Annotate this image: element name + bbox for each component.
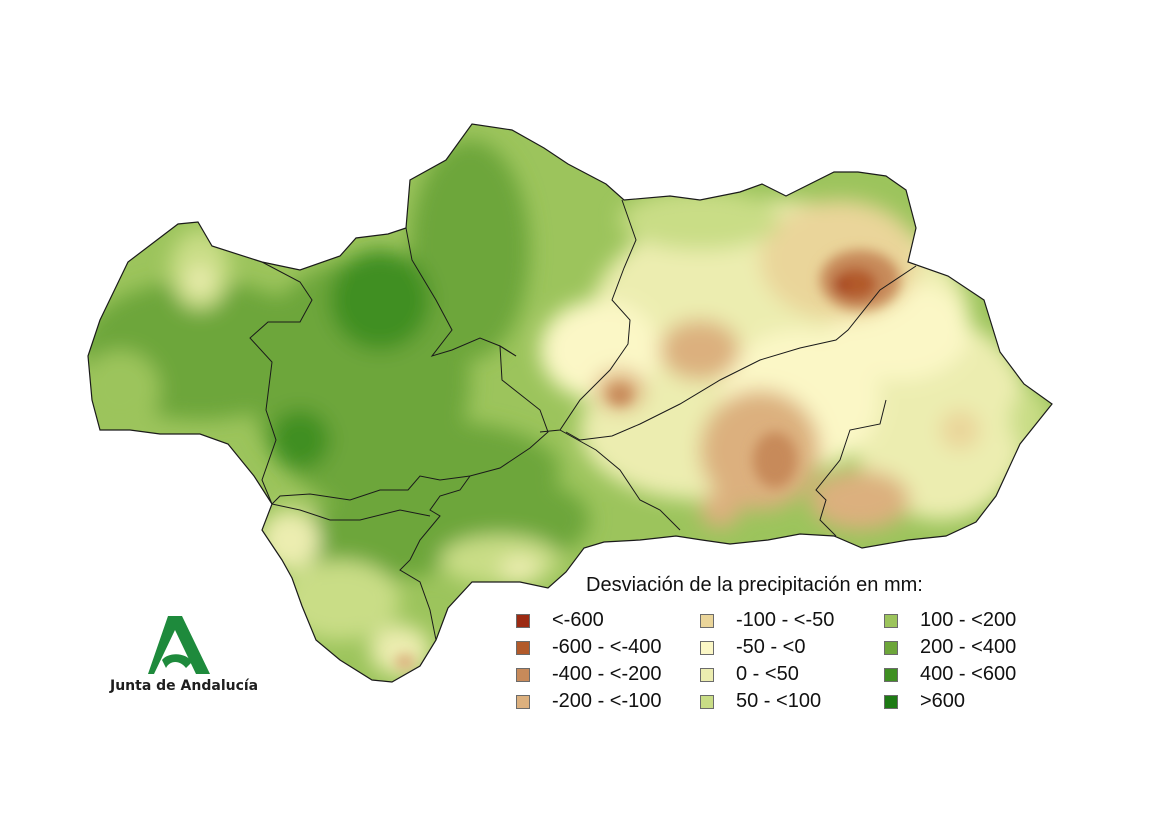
legend-swatch [884, 668, 898, 682]
legend-swatch [700, 668, 714, 682]
legend-label: 200 - <400 [920, 636, 1017, 658]
legend-swatch [884, 695, 898, 709]
legend-label: 400 - <600 [920, 663, 1017, 685]
legend-swatch [516, 614, 530, 628]
legend-swatch [516, 641, 530, 655]
legend-title: Desviación de la precipitación en mm: [586, 574, 923, 596]
legend-swatch [516, 695, 530, 709]
logo-text: Junta de Andalucía [110, 678, 259, 694]
legend: Desviación de la precipitación en mm: <-… [510, 572, 1070, 722]
legend-label: 0 - <50 [736, 663, 799, 685]
province-borders [249, 199, 917, 641]
legend-label: -600 - <-400 [552, 636, 662, 658]
legend-label: -50 - <0 [736, 636, 806, 658]
legend-label: -100 - <-50 [736, 609, 835, 631]
legend-label: -400 - <-200 [552, 663, 662, 685]
legend-label: >600 [920, 690, 966, 712]
legend-swatch [516, 668, 530, 682]
legend-label: 100 - <200 [920, 609, 1017, 631]
legend-label: -200 - <-100 [552, 690, 662, 712]
legend-label: 50 - <100 [736, 690, 822, 712]
junta-de-andalucia-logo: Junta de Andalucía [110, 612, 260, 702]
legend-swatch [700, 695, 714, 709]
legend-swatch [700, 614, 714, 628]
legend-label: <-600 [552, 609, 604, 631]
andalucia-a-icon [148, 616, 210, 674]
legend-swatch [884, 614, 898, 628]
legend-swatch [884, 641, 898, 655]
legend-swatch [700, 641, 714, 655]
